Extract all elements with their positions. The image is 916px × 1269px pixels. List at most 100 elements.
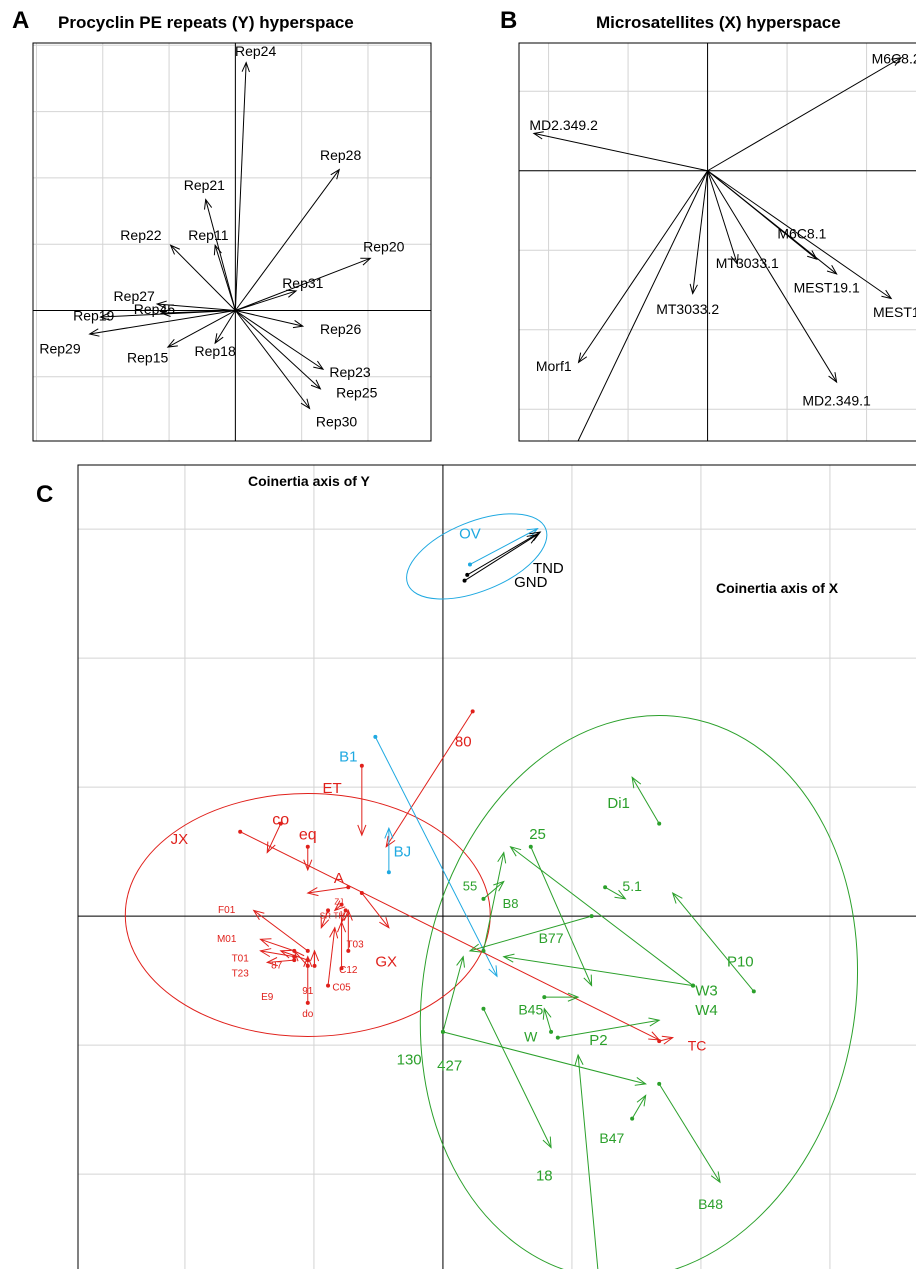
arrow-b1-head <box>488 965 498 978</box>
arrow-t01-head <box>259 948 272 958</box>
arrow-mest19-1-label: MEST19.1 <box>794 279 860 295</box>
arrow-p2-head <box>648 1017 661 1027</box>
arrow-et-label: ET <box>323 780 342 797</box>
arrow-ov-label: OV <box>459 525 481 542</box>
arrow-rep11-label: Rep11 <box>188 227 228 243</box>
arrow-gx-origin-dot <box>359 891 364 896</box>
arrow-18-shaft <box>483 1008 552 1148</box>
arrow-91-origin-dot <box>312 963 317 968</box>
arrow-ov-head <box>526 527 539 538</box>
arrow-m6c8-2-label: M6C8.2 <box>872 50 916 66</box>
arrow-morf1-head <box>577 352 588 364</box>
arrow-f01-origin-dot <box>305 948 310 953</box>
arrow-m01-head <box>259 938 272 947</box>
arrow-do-origin-dot <box>305 1000 310 1005</box>
arrow-m6c8-1-head <box>807 250 818 261</box>
arrow-rep25-head <box>310 379 322 390</box>
arrow-130-label: 130 <box>397 1052 422 1069</box>
arrow-mt3033-1-shaft <box>707 170 738 265</box>
arrow-b48-label: B48 <box>698 1196 723 1212</box>
arrow-w4-head <box>509 845 522 857</box>
panel-b-arrows: M6C8.2 MD2.349.2 M6C8.1 MT3033.1 MEST19.1 MES… <box>529 50 916 477</box>
arrow-do-head <box>303 955 313 968</box>
arrow-w4-label: W4 <box>695 1002 718 1019</box>
panel-c-ellipses <box>124 513 859 1269</box>
arrow-b48-head <box>710 1171 721 1184</box>
arrow-rep15-head <box>166 339 178 348</box>
arrow-morf2-label: Morf2 <box>531 461 567 477</box>
arrow-b77-label: B77 <box>539 930 564 946</box>
arrow-5-1-shaft <box>604 886 626 900</box>
arrow-m6c8-1-label: M6C8.1 <box>777 225 826 241</box>
arrow-rep11-head <box>213 243 222 256</box>
arrow-427-origin-dot <box>440 1029 445 1034</box>
arrow-18-origin-dot <box>481 1006 486 1011</box>
arrow-80-origin-dot <box>470 709 475 714</box>
arrow-rep30-shaft <box>234 310 310 409</box>
panel-b-letter: B <box>500 7 517 34</box>
arrow-tc-shaft <box>659 1037 673 1042</box>
arrow-gnd-shaft <box>464 533 538 582</box>
arrow-rep21-shaft <box>205 199 236 311</box>
arrow-mt3033-1-head <box>730 254 739 266</box>
arrow-130-head <box>456 955 465 968</box>
arrow-rep21-head <box>204 198 213 210</box>
arrow-91-head <box>309 949 320 962</box>
arrow-mest19-1-head <box>826 264 838 275</box>
arrow-co-origin-dot <box>278 821 283 826</box>
panel-a-title: Procyclin PE repeats (Y) hyperspace <box>58 13 354 32</box>
arrow-87-shaft <box>280 950 308 961</box>
arrow-rep29-head <box>88 328 100 337</box>
arrow-25-origin-dot <box>528 844 533 849</box>
arrow-bj-head <box>384 826 394 839</box>
arrow-md2-349-1-label: MD2.349.1 <box>802 392 871 408</box>
arrow-mt3033-1-label: MT3033.1 <box>716 255 779 271</box>
arrow-55-label: 55 <box>463 879 477 894</box>
arrow-th-shaft <box>341 910 347 923</box>
arrow-w-origin-dot <box>549 1029 554 1034</box>
arrow-t23-head <box>265 957 278 967</box>
arrow-rep23-head <box>313 360 325 370</box>
arrow-p2-label: P2 <box>589 1032 607 1049</box>
arrow-a-origin-dot <box>346 885 351 890</box>
arrow-eq-origin-dot <box>305 844 310 849</box>
arrow-md2-349-2-shaft <box>533 132 708 172</box>
arrow-t23-label: T23 <box>232 969 250 980</box>
arrow-rep15-label: Rep15 <box>127 349 168 365</box>
arrow-et-head <box>357 824 367 837</box>
arrow-di1-origin-dot <box>657 821 662 826</box>
arrow-m01-shaft <box>260 938 295 952</box>
arrow-tnd-shaft <box>467 531 541 576</box>
arrow-a-head <box>306 887 319 897</box>
arrow-p10-shaft <box>672 892 755 992</box>
panel-b: B Microsatellites (X) hyperspace M6C8.2M… <box>500 7 916 477</box>
arrow-rep27-head <box>155 300 167 309</box>
arrow-w3-shaft <box>503 956 694 987</box>
arrow-f01-shaft <box>253 909 309 952</box>
arrow-rep27-label: Rep27 <box>114 288 155 304</box>
arrow-e9-label: E9 <box>261 992 274 1003</box>
arrow-b45-label: B45 <box>518 1002 543 1018</box>
arrow-e9-head <box>293 949 305 962</box>
arrow-rep19-head <box>99 312 111 321</box>
arrow-e9-shaft <box>293 950 309 967</box>
arrow-rep31-label: Rep31 <box>282 275 323 291</box>
arrow-rep26-label: Rep26 <box>320 321 361 337</box>
arrow-md2-349-2-head <box>532 131 544 140</box>
arrow-ov-shaft <box>469 528 538 565</box>
arrow-mest19-1-shaft <box>707 170 837 275</box>
arrow-c05-shaft <box>327 927 336 986</box>
arrow-zj-head <box>333 900 346 912</box>
arrow-t23-origin-dot <box>292 958 297 963</box>
arrow-gnd-label: GND <box>514 574 548 591</box>
arrow-1-1-head <box>574 1053 584 1066</box>
arrow-w-label: W <box>524 1028 538 1044</box>
arrow-rep25-shaft <box>235 310 321 390</box>
arrow-c05-label: C05 <box>332 983 351 994</box>
arrow-gx-shaft <box>361 892 390 929</box>
arrow-b45-head <box>567 992 580 1002</box>
arrow-rep30-label: Rep30 <box>316 413 357 429</box>
arrow-gnd-head <box>526 533 539 544</box>
